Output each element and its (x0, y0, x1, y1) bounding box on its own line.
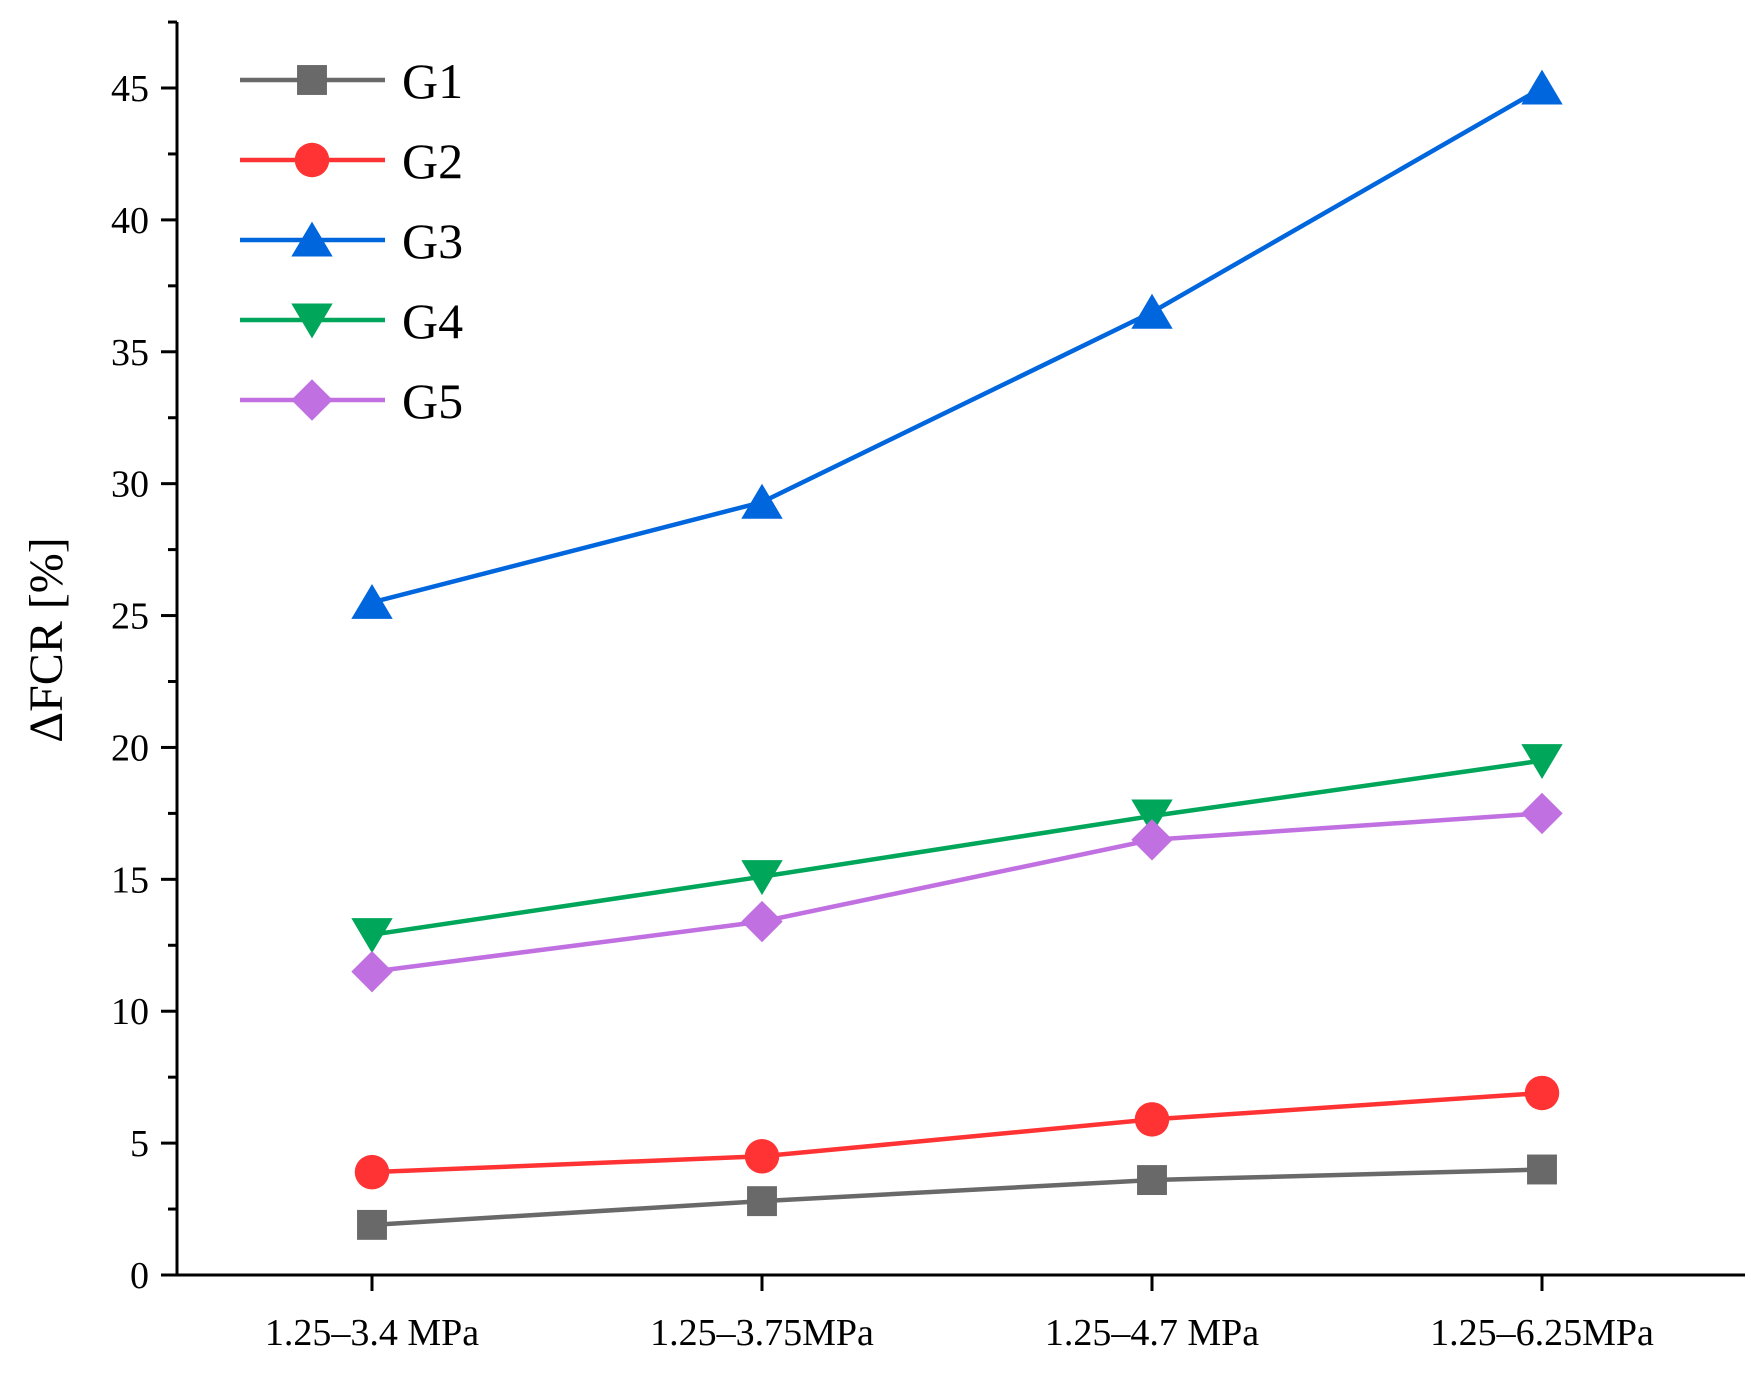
legend-marker (291, 221, 333, 257)
y-tick-label: 30 (111, 464, 149, 506)
series-g2 (354, 1075, 1560, 1190)
data-point-g5 (1131, 819, 1173, 861)
legend-label: G4 (402, 293, 463, 349)
data-point-g1 (357, 1209, 387, 1240)
series-line-g2 (371, 1090, 1543, 1175)
legend-item-g2: G2 (240, 133, 463, 189)
data-point-g2 (354, 1154, 390, 1190)
data-point-g3 (1521, 69, 1563, 105)
series-line-g4 (371, 758, 1543, 937)
data-point-g5 (741, 900, 783, 943)
data-point-g2 (1134, 1102, 1170, 1137)
legend-item-g1: G1 (240, 53, 463, 109)
x-tick-label: 1.25–4.7 MPa (1045, 1312, 1259, 1354)
series-line-g1 (371, 1167, 1543, 1228)
data-point-g1 (1527, 1154, 1557, 1185)
legend-label: G2 (402, 133, 463, 189)
legend-marker (297, 65, 327, 95)
x-tick-label: 1.25–3.75MPa (650, 1312, 874, 1354)
series-g1 (357, 1154, 1557, 1240)
series-group (351, 69, 1563, 1240)
y-tick-label: 5 (130, 1123, 149, 1165)
data-point-g2 (1524, 1075, 1560, 1111)
legend-marker (291, 303, 333, 339)
y-tick-label: 35 (111, 332, 149, 374)
data-point-g4 (741, 860, 783, 896)
series-g3 (351, 69, 1563, 619)
legend-marker (291, 379, 333, 421)
data-point-g3 (351, 583, 393, 619)
data-point-g1 (1137, 1165, 1167, 1195)
y-axis-ticks: 0 5 10 15 20 25 30 35 40 45 (111, 20, 177, 1297)
legend-label: G1 (402, 53, 463, 109)
series-g4 (351, 744, 1563, 954)
y-axis-label: ΔFCR [%] (20, 537, 73, 743)
legend-label: G5 (402, 373, 463, 429)
series-line-g3 (371, 86, 1544, 605)
data-point-g4 (1131, 799, 1173, 835)
data-point-g4 (351, 918, 393, 954)
data-point-g4 (1521, 744, 1563, 780)
y-tick-label: 0 (130, 1255, 149, 1297)
legend: G1 G2 G3 G4 G5 (240, 53, 463, 429)
y-tick-label: 10 (111, 991, 149, 1033)
data-point-g2 (744, 1139, 780, 1174)
y-tick-label: 40 (111, 200, 149, 242)
y-tick-label: 15 (111, 859, 149, 901)
x-tick-label: 1.25–6.25MPa (1430, 1312, 1654, 1354)
legend-item-g3: G3 (240, 213, 463, 269)
data-point-g3 (1131, 293, 1173, 329)
data-point-g5 (1521, 792, 1563, 835)
data-point-g5 (351, 950, 393, 993)
data-point-g3 (741, 483, 783, 519)
data-point-g1 (747, 1186, 777, 1217)
y-tick-label: 20 (111, 727, 149, 769)
y-tick-label: 45 (111, 68, 149, 110)
legend-marker (294, 142, 330, 178)
legend-item-g5: G5 (240, 373, 463, 429)
axes: 1.25–3.4 MPa 1.25–3.75MPa 1.25–4.7 MPa 1.25… (175, 22, 1745, 1354)
series-line-g5 (371, 811, 1543, 974)
legend-label: G3 (402, 213, 463, 269)
legend-item-g4: G4 (240, 293, 463, 349)
x-tick-label: 1.25–3.4 MPa (265, 1312, 479, 1354)
y-tick-label: 25 (111, 596, 149, 638)
series-g5 (351, 792, 1563, 993)
